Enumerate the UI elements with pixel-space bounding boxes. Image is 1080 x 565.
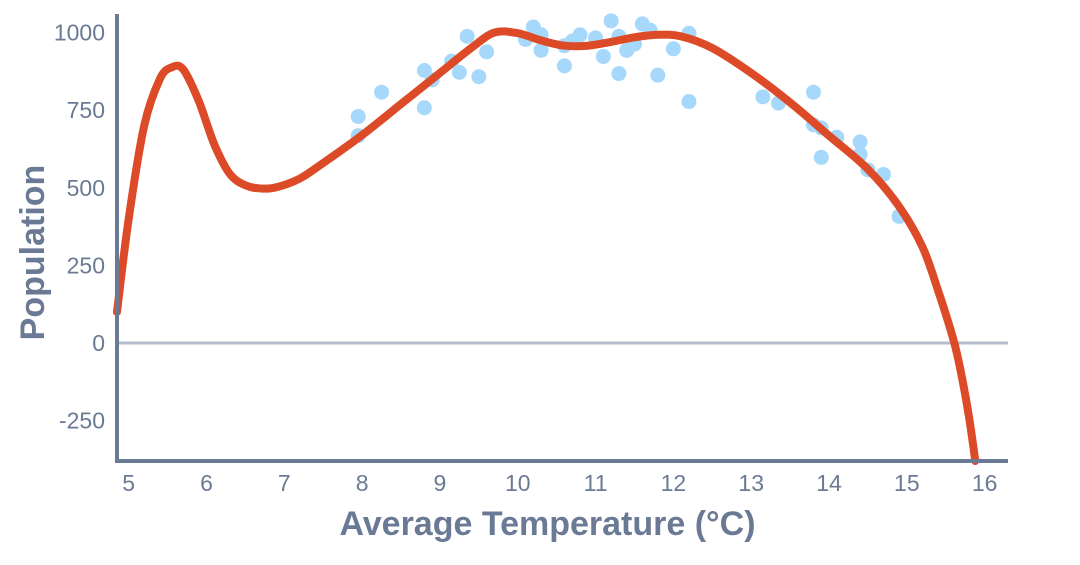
data-point (451, 64, 467, 80)
y-tick-label: -250 (59, 408, 105, 434)
x-tick-label: 5 (122, 470, 135, 496)
x-tick-label: 13 (738, 470, 764, 496)
x-tick-label: 15 (894, 470, 920, 496)
data-point (611, 66, 627, 82)
data-point (471, 69, 487, 85)
data-point (755, 89, 771, 105)
x-tick-label: 12 (661, 470, 687, 496)
fit-curve (113, 27, 980, 465)
x-tick-labels: 5 6 7 8 9 10 11 12 13 14 15 16 (122, 470, 997, 496)
data-point (805, 84, 821, 100)
data-point (533, 42, 549, 58)
x-axis-title: Average Temperature (°C) (339, 505, 755, 543)
x-tick-label: 6 (200, 470, 213, 496)
x-tick-label: 8 (356, 470, 369, 496)
y-tick-label: 500 (67, 175, 105, 201)
x-tick-label: 16 (972, 470, 998, 496)
data-point (650, 67, 666, 83)
y-tick-labels: 1000 750 500 250 0 -250 (54, 20, 105, 434)
y-tick-label: 250 (67, 252, 105, 278)
data-point (603, 13, 619, 29)
y-tick-label: 750 (67, 97, 105, 123)
data-point (556, 58, 572, 74)
data-point (813, 149, 829, 165)
y-tick-label: 1000 (54, 20, 105, 46)
data-point (374, 84, 390, 100)
x-tick-label: 7 (278, 470, 291, 496)
data-point (350, 108, 366, 124)
x-tick-label: 9 (434, 470, 447, 496)
x-tick-label: 11 (584, 470, 608, 496)
data-point (852, 134, 868, 150)
y-tick-label: 0 (92, 330, 105, 356)
y-axis-title: Population (14, 165, 52, 341)
data-point (665, 41, 681, 57)
data-point (572, 27, 588, 43)
data-point (681, 94, 697, 110)
data-point (595, 49, 611, 65)
data-point (459, 28, 475, 44)
x-tick-label: 10 (505, 470, 531, 496)
scatter-points (350, 13, 907, 224)
data-point (416, 100, 432, 116)
x-tick-label: 14 (816, 470, 842, 496)
data-point (479, 44, 495, 60)
